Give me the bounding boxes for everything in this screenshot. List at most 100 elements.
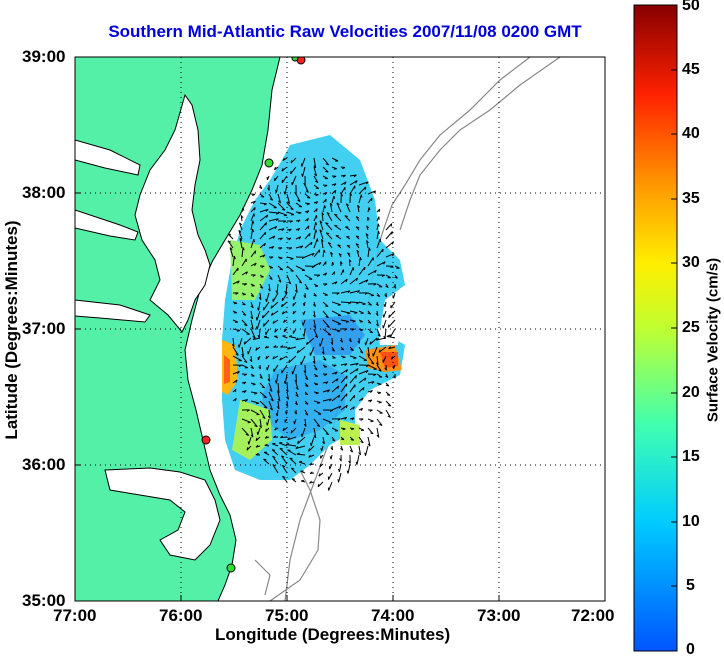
velocity-arrows [227,157,400,491]
chesapeake-bay [134,93,211,333]
velocity-arrow-head [256,326,258,330]
velocity-arrow [303,328,306,337]
velocity-arrow [322,398,332,402]
velocity-arrow [306,337,315,345]
velocity-arrow-head [308,454,311,458]
velocity-arrow-head [334,371,338,375]
velocity-arrow [293,292,297,300]
velocity-arrow [295,382,299,390]
velocity-arrow-head [344,417,348,420]
velocity-arrow-head [322,441,325,445]
velocity-arrow-head [252,220,255,224]
velocity-arrow [340,404,348,411]
velocity-arrow [292,364,297,375]
velocity-arrow-head [367,312,371,315]
velocity-arrow [290,467,297,474]
velocity-arrow-head [345,393,348,397]
velocity-arrow-head [294,402,298,406]
velocity-arrow-head [340,348,344,351]
velocity-arrow-head [328,242,332,245]
velocity-arrow [349,362,359,366]
velocity-arrow [259,242,266,249]
velocity-arrow-head [333,195,336,200]
velocity-arrow-head [250,295,255,298]
velocity-arrow [313,310,316,318]
velocity-arrow-head [356,302,360,305]
velocity-arrow-head [330,251,334,255]
velocity-arrow [367,381,375,384]
velocity-arrow [340,310,351,314]
velocity-arrow [304,373,309,380]
velocity-arrow-head [295,337,299,341]
velocity-arrow [322,310,329,318]
velocity-arrow-head [305,385,309,387]
velocity-arrow-head [330,447,334,451]
velocity-arrow-head [276,390,280,394]
velocity-arrow-head [296,452,300,455]
velocity-arrow-head [297,440,300,444]
velocity-arrow [272,355,279,360]
velocity-arrow-head [317,483,320,488]
velocity-arrow [232,256,235,267]
velocity-arrow [304,252,315,258]
velocity-arrow-head [235,292,239,295]
velocity-arrow-head [344,215,348,217]
velocity-arrow [259,292,262,300]
velocity-arrow [356,250,360,258]
velocity-arrow [358,194,362,204]
velocity-arrow [313,328,319,338]
site-red-2 [201,435,211,445]
velocity-field [222,135,405,480]
velocity-arrow-head [288,228,292,232]
velocity-arrow-head [242,303,246,306]
velocity-arrow-head [378,230,380,234]
velocity-arrow-head [243,381,247,385]
velocity-arrow-head [375,337,379,341]
velocity-arrow-head [360,329,364,332]
xtick-3: 74:00 [371,606,415,625]
velocity-arrow-head [264,231,267,236]
velocity-arrow-head [239,222,243,226]
x-axis-label: Longitude (Degrees:Minutes) [215,625,451,644]
velocity-arrow [340,383,348,393]
velocity-arrow [287,449,297,456]
velocity-arrow-head [283,328,286,333]
velocity-arrow-head [283,220,287,223]
velocity-arrow-head [269,407,273,411]
velocity-arrow [295,283,298,293]
velocity-arrow [345,203,351,213]
velocity-arrow [280,455,288,465]
velocity-arrow-head [252,193,256,197]
velocity-arrow-head [325,316,329,319]
velocity-arrow-head [393,375,396,379]
velocity-arrow-head [315,221,318,226]
velocity-arrow-head [321,238,324,242]
velocity-arrow [376,418,383,426]
velocity-arrow-head [312,304,316,307]
velocity-arrow-head [315,229,318,233]
velocity-arrow [259,202,267,205]
cb-tick-45: 45 [682,61,700,78]
velocity-arrow [358,355,367,361]
velocity-arrow-head [355,363,359,366]
velocity-arrow-head [269,389,273,392]
velocity-arrow [232,328,241,331]
velocity-arrow [331,394,341,402]
velocity-arrow-head [283,380,286,384]
velocity-arrow-head [365,233,369,236]
velocity-arrow-head [348,259,352,263]
velocity-arrow [277,202,286,211]
velocity-arrow-head [267,288,271,292]
velocity-arrow [286,211,295,216]
velocity-arrow-head [255,317,258,321]
velocity-arrow-head [266,214,269,218]
velocity-arrow [238,230,243,240]
velocity-arrow-head [360,441,364,444]
site-green-1 [291,57,299,62]
velocity-arrow-head [315,180,319,184]
velocity-arrow [340,393,348,402]
velocity-arrow [243,337,252,345]
velocity-arrow [263,458,270,465]
velocity-arrow [258,328,261,338]
velocity-arrow [358,346,364,354]
